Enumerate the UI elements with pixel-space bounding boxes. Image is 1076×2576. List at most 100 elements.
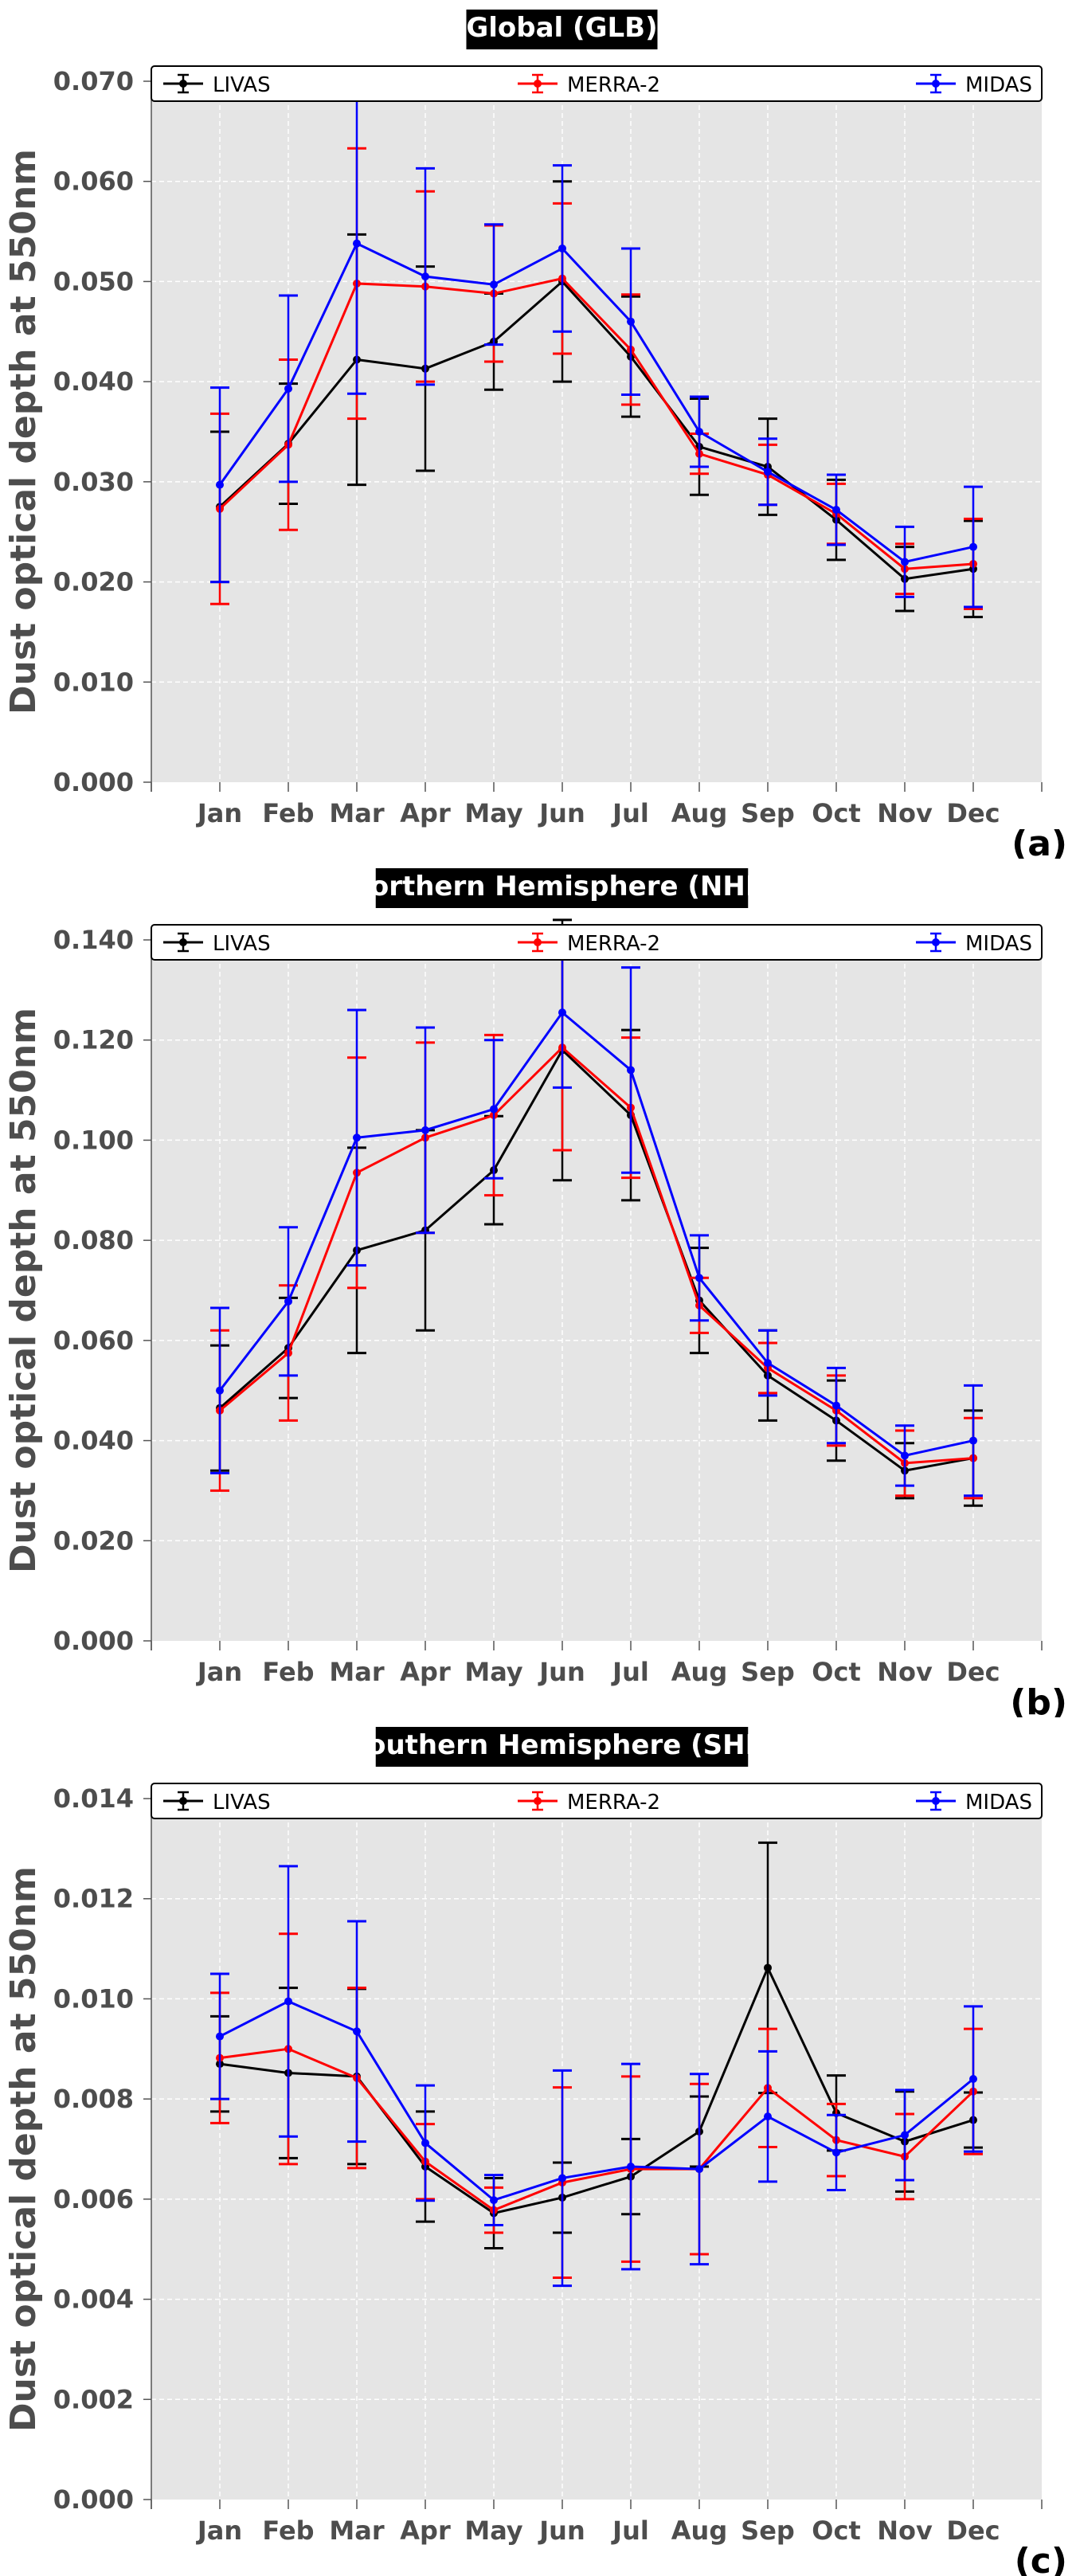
legend-label: LIVAS <box>213 1791 271 1815</box>
x-tick-label: Mar <box>329 798 384 828</box>
legend: LIVAS MERRA-2 MIDAS <box>151 924 1043 961</box>
x-tick-label: Dec <box>946 798 1000 828</box>
x-tick-label: Jun <box>538 798 585 828</box>
legend-marker <box>179 80 187 88</box>
x-tick-label: Oct <box>812 798 860 828</box>
data-point <box>832 2148 840 2157</box>
data-point <box>832 506 840 515</box>
legend-marker <box>534 1797 542 1805</box>
chart-panel-global: Global (GLB) 0.000 0.010 0.020 0.030 0.040 0.0… <box>0 0 1076 859</box>
x-tick-label: Feb <box>262 2515 314 2546</box>
legend: LIVAS MERRA-2 MIDAS <box>151 65 1043 102</box>
data-point <box>558 1008 566 1017</box>
y-tick-label: 0.000 <box>53 767 134 797</box>
y-tick-label: 0.000 <box>53 1626 134 1656</box>
data-point <box>216 480 224 489</box>
x-tick-label: Aug <box>671 798 727 828</box>
legend-label: MIDAS <box>965 73 1032 97</box>
x-tick-label: Sep <box>741 798 795 828</box>
x-tick-label: Jan <box>196 2515 242 2546</box>
y-tick-label: 0.120 <box>53 1025 134 1055</box>
x-tick-label: Dec <box>946 2515 1000 2546</box>
y-tick-label: 0.060 <box>53 1325 134 1356</box>
chart-svg: Northern Hemisphere (NHE) 0.000 0.020 0.040… <box>3 868 1067 1717</box>
data-point <box>901 558 909 566</box>
y-tick-label: 0.080 <box>53 1225 134 1255</box>
y-tick-label: 0.002 <box>53 2384 134 2414</box>
data-point <box>764 468 772 476</box>
data-point <box>832 1401 840 1410</box>
legend-marker <box>932 80 940 88</box>
y-axis-label: Dust optical depth at 550nm <box>3 1866 44 2432</box>
x-tick-label: May <box>464 1657 522 1687</box>
legend-marker <box>179 1797 187 1805</box>
legend-label: MIDAS <box>965 1791 1032 1815</box>
y-tick-label: 0.006 <box>53 2184 134 2214</box>
x-tick-label: Sep <box>741 2515 795 2546</box>
panel-label: (a) <box>1011 824 1067 859</box>
data-point <box>969 1436 977 1445</box>
x-tick-label: Oct <box>812 1657 860 1687</box>
data-point <box>764 1963 772 1972</box>
series-line <box>219 1964 974 2215</box>
legend-marker <box>534 938 542 946</box>
x-tick-label: Jul <box>611 2515 649 2546</box>
legend-label: LIVAS <box>213 932 271 956</box>
y-tick-label: 0.010 <box>53 667 134 697</box>
legend-marker <box>179 938 187 946</box>
series-line <box>218 241 974 564</box>
data-point <box>353 239 361 248</box>
panel-label: (c) <box>1015 2541 1067 2576</box>
y-tick-label: 0.030 <box>53 467 134 497</box>
x-tick-label: Jan <box>196 1657 242 1687</box>
data-point <box>627 2163 635 2171</box>
data-point <box>353 1133 361 1142</box>
data-point <box>627 317 635 326</box>
y-axis-label: Dust optical depth at 550nm <box>3 1008 44 1573</box>
x-tick-label: Nov <box>877 1657 933 1687</box>
chart-svg: Global (GLB) 0.000 0.010 0.020 0.030 0.040 0.0… <box>3 10 1067 859</box>
series-line <box>218 280 974 581</box>
data-point <box>421 272 429 281</box>
y-tick-label: 0.040 <box>53 366 134 397</box>
x-tick-label: Apr <box>400 2515 451 2546</box>
data-point <box>558 244 566 253</box>
data-point <box>284 1997 292 2006</box>
x-tick-label: Jul <box>611 1657 649 1687</box>
series-line <box>218 277 974 570</box>
chart-title-background <box>375 868 749 908</box>
data-point <box>284 384 292 393</box>
x-tick-label: Feb <box>262 798 314 828</box>
x-tick-label: Nov <box>877 2515 933 2546</box>
data-point <box>490 280 498 289</box>
legend-box <box>151 1783 1043 1819</box>
y-axis-label: Dust optical depth at 550nm <box>3 149 44 714</box>
panel-label: (b) <box>1010 1682 1067 1717</box>
data-point <box>421 2139 429 2147</box>
data-point <box>353 2027 361 2036</box>
x-tick-label: Jul <box>611 798 649 828</box>
data-point <box>901 2131 909 2139</box>
series-line <box>218 1010 974 1458</box>
series-line <box>219 1999 974 2202</box>
legend-label: MERRA-2 <box>567 1791 660 1815</box>
legend-label: MERRA-2 <box>567 73 660 97</box>
series-line <box>219 1047 974 1472</box>
series-line <box>219 2047 975 2212</box>
x-tick-label: May <box>464 798 522 828</box>
chart-panel-southern-hemisphere: Southern Hemisphere (SHE) 0.000 0.002 0.004… <box>0 1717 1076 2576</box>
y-tick-label: 0.070 <box>53 66 134 96</box>
x-tick-label: Sep <box>741 1657 795 1687</box>
x-tick-label: Jun <box>538 2515 585 2546</box>
chart-title: Northern Hemisphere (NHE) <box>347 871 776 902</box>
y-tick-label: 0.040 <box>53 1426 134 1456</box>
data-point <box>490 2196 498 2205</box>
y-tick-label: 0.012 <box>53 1884 134 1914</box>
x-tick-label: Oct <box>812 2515 860 2546</box>
chart-svg: Southern Hemisphere (SHE) 0.000 0.002 0.004… <box>3 1727 1067 2576</box>
x-tick-label: Aug <box>671 2515 727 2546</box>
series-midas <box>210 936 983 1497</box>
chart-title-background <box>466 10 658 49</box>
x-tick-label: Nov <box>877 798 933 828</box>
chart-title-badge: Global (GLB) <box>466 10 658 49</box>
